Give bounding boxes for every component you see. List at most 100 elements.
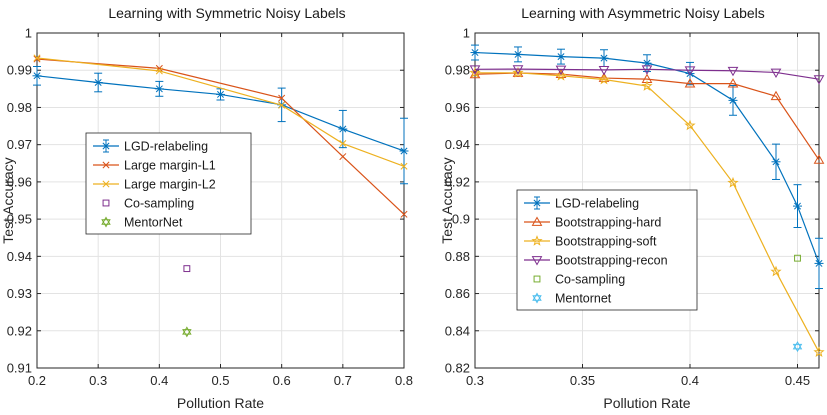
data-point xyxy=(770,265,782,277)
legend-marker xyxy=(102,161,110,169)
y-tick-label: 0.94 xyxy=(445,137,470,152)
legend-entry: MentorNet xyxy=(101,216,183,230)
x-tick-label: 0.45 xyxy=(785,373,810,388)
data-point xyxy=(512,66,524,78)
legend-label: Large margin-L1 xyxy=(124,159,216,173)
series-large-margin-l2 xyxy=(33,54,408,170)
data-point xyxy=(399,147,409,155)
legend-label: Bootstrapping-recon xyxy=(555,254,668,268)
data-point xyxy=(599,54,609,62)
data-point xyxy=(727,176,739,188)
legend-marker xyxy=(531,235,543,246)
x-tick-label: 0.2 xyxy=(28,373,46,388)
data-point xyxy=(684,119,696,131)
data-point xyxy=(339,140,347,148)
data-point xyxy=(154,85,164,93)
legend-entry: Large margin-L1 xyxy=(93,159,216,173)
y-tick-label: 0.98 xyxy=(7,100,32,115)
y-tick-label: 0.91 xyxy=(7,361,32,376)
y-tick-label: 0.97 xyxy=(7,137,32,152)
data-point xyxy=(33,54,41,62)
axes-box xyxy=(474,32,820,369)
series-mentornet xyxy=(792,341,803,353)
data-point xyxy=(93,79,103,87)
legend-marker xyxy=(531,216,543,226)
x-tick-label: 0.6 xyxy=(273,373,291,388)
data-point xyxy=(556,53,566,61)
x-tick-label: 0.35 xyxy=(570,373,595,388)
legend-marker xyxy=(102,199,110,207)
y-tick-label: 1 xyxy=(463,26,470,41)
series-mentornet xyxy=(182,326,192,338)
legend-marker xyxy=(101,142,111,150)
series-co-sampling xyxy=(794,254,801,262)
data-point xyxy=(555,65,567,75)
legend-label: Co-sampling xyxy=(555,273,625,287)
data-point xyxy=(470,49,480,57)
data-point xyxy=(794,254,801,262)
data-point xyxy=(555,69,567,81)
legend: LGD-relabeling Large margin-L1 Large margi… xyxy=(85,132,252,235)
series-co-sampling xyxy=(183,265,191,273)
chart-title: Learning with Symmetric Noisy Labels xyxy=(108,5,345,21)
y-tick-label: 0.84 xyxy=(445,323,470,338)
data-point xyxy=(338,125,348,133)
data-point xyxy=(770,68,782,78)
legend-marker xyxy=(102,180,110,188)
x-tick-label: 0.5 xyxy=(211,373,229,388)
legend-marker xyxy=(533,275,541,283)
legend-entry: LGD-relabeling xyxy=(93,139,208,154)
data-point xyxy=(400,210,408,218)
x-tick-label: 0.7 xyxy=(334,373,352,388)
y-tick-label: 0.88 xyxy=(445,249,470,264)
legend-marker xyxy=(531,256,543,266)
data-point xyxy=(400,162,408,170)
data-point xyxy=(813,75,825,85)
data-point xyxy=(33,55,41,63)
data-point xyxy=(339,153,347,161)
y-tick-label: 0.9 xyxy=(452,212,470,227)
axes-box xyxy=(36,32,405,369)
series-line xyxy=(475,72,820,353)
data-point xyxy=(32,72,42,80)
x-tick-label: 0.4 xyxy=(150,373,168,388)
legend-entry: Mentornet xyxy=(532,292,612,306)
series-lgd-relabeling xyxy=(32,66,409,185)
legend-entry: Bootstrapping-hard xyxy=(524,216,661,230)
data-point xyxy=(727,78,739,88)
legend-entry: Bootstrapping-recon xyxy=(524,254,668,268)
data-point xyxy=(513,50,523,58)
data-point xyxy=(182,326,192,338)
y-tick-label: 0.82 xyxy=(445,361,470,376)
data-point xyxy=(813,346,825,357)
x-tick-label: 0.3 xyxy=(466,373,484,388)
legend-marker xyxy=(101,216,111,228)
x-axis-label: Pollution Rate xyxy=(177,395,264,411)
legend-entry: Large margin-L2 xyxy=(93,178,216,192)
data-point xyxy=(684,66,696,76)
legend-label: LGD-relabeling xyxy=(555,197,639,211)
series-line xyxy=(474,68,820,80)
data-point xyxy=(598,73,610,85)
legend-label: Large margin-L2 xyxy=(124,178,216,192)
y-tick-label: 0.92 xyxy=(445,174,470,189)
x-tick-label: 0.3 xyxy=(89,373,107,388)
y-tick-label: 0.98 xyxy=(445,63,470,78)
x-tick-label: 0.4 xyxy=(681,373,699,388)
data-point xyxy=(727,66,739,77)
chart-panel-1: 0.2 0.3 0.4 0.5 0.6 0.7 0.8 0.91 0.92 0.93 0.94 0.9… xyxy=(0,5,413,411)
legend-label: MentorNet xyxy=(124,216,183,230)
y-tick-label: 0.92 xyxy=(7,323,32,338)
data-point xyxy=(792,341,803,353)
legend-box xyxy=(516,189,698,311)
chart-panel-2: 0.3 0.35 0.4 0.45 0.82 0.84 0.86 0.88 0.9 0.92 0.9… xyxy=(439,5,825,411)
legend-entry: Co-sampling xyxy=(533,273,625,287)
x-tick-label: 0.8 xyxy=(395,373,413,388)
data-point xyxy=(641,65,653,75)
chart-title: Learning with Asymmetric Noisy Labels xyxy=(521,5,765,21)
legend-marker xyxy=(532,292,542,304)
data-point xyxy=(278,94,286,102)
y-tick-label: 0.94 xyxy=(7,249,32,264)
y-tick-label: 0.86 xyxy=(445,286,470,301)
